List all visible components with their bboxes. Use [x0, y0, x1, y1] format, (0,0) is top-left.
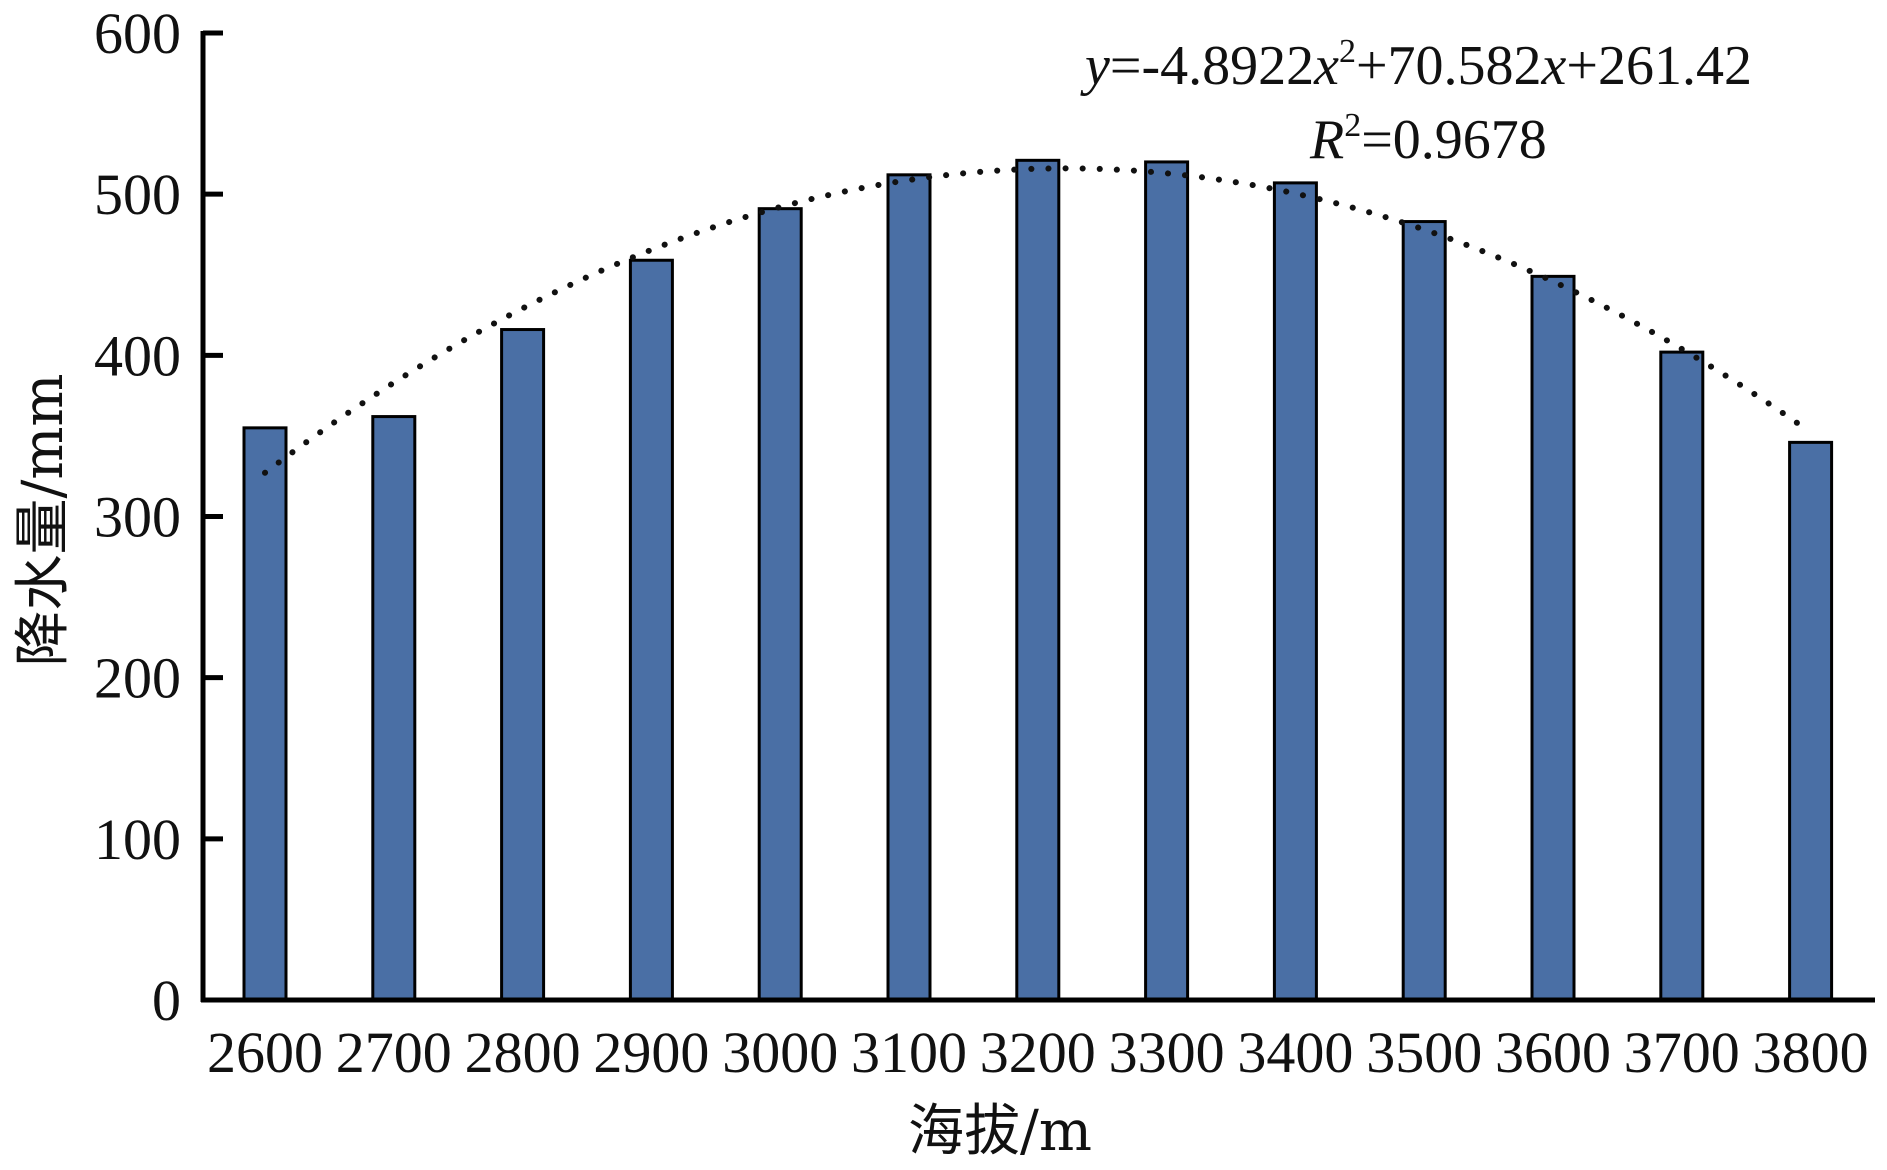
y-tick-label: 400	[94, 323, 181, 388]
x-tick-label-3100: 3100	[851, 1020, 967, 1085]
x-tick-label-3400: 3400	[1237, 1020, 1353, 1085]
equation-exp1: 2	[1339, 33, 1356, 70]
x-tick-label-2800: 2800	[465, 1020, 581, 1085]
r2-value: =0.9678	[1361, 109, 1547, 171]
bar-3600	[1530, 274, 1576, 1002]
equation-tail: +261.42	[1566, 35, 1752, 97]
equation-y: y	[1080, 35, 1110, 97]
y-tick-label: 200	[94, 646, 181, 711]
x-ticks-group: 2600 2700 2800 2900 3000 3100 3200 3300 3400 3500…	[207, 1020, 1869, 1085]
y-tick-label: 500	[94, 162, 181, 227]
trendline-r-squared: R2=0.9678	[1309, 107, 1547, 171]
x-tick-label-3600: 3600	[1495, 1020, 1611, 1085]
x-tick-label-3300: 3300	[1109, 1020, 1225, 1085]
x-tick-label-2900: 2900	[593, 1020, 709, 1085]
equation-rest: =-4.8922	[1110, 35, 1314, 97]
equation-x2: x	[1541, 35, 1567, 97]
y-axis-title: 降水量/mm	[11, 373, 76, 666]
x-tick-label-3700: 3700	[1624, 1020, 1740, 1085]
x-tick-label-3200: 3200	[980, 1020, 1096, 1085]
bar-3700	[1659, 350, 1705, 1002]
bar-3800	[1788, 440, 1834, 1002]
x-tick-label-3800: 3800	[1753, 1020, 1869, 1085]
y-tick-label: 100	[94, 807, 181, 872]
y-ticks-group: 0 100 200 300 400 500 600	[94, 1, 223, 1033]
bars-group	[242, 158, 1834, 1002]
y-tick-label: 300	[94, 485, 181, 550]
bar-2700	[371, 415, 417, 1002]
bar-2800	[500, 328, 546, 1002]
x-tick-label-2600: 2600	[207, 1020, 323, 1085]
bar-2900	[628, 258, 674, 1002]
x-axis-title: 海拔/m	[908, 1099, 1092, 1164]
equation-mid: +70.582	[1356, 35, 1542, 97]
y-tick-label: 0	[152, 968, 181, 1033]
equation-x1: x	[1313, 35, 1339, 97]
x-tick-label-3500: 3500	[1366, 1020, 1482, 1085]
y-tick-label: 600	[94, 1, 181, 66]
bar-3100	[886, 173, 932, 1002]
x-tick-label-3000: 3000	[722, 1020, 838, 1085]
bar-3000	[757, 207, 803, 1002]
r2-label: R	[1309, 109, 1344, 171]
x-tick-label-2700: 2700	[336, 1020, 452, 1085]
polynomial-trendline	[262, 165, 1814, 476]
bar-3500	[1401, 220, 1447, 1002]
r2-exp: 2	[1344, 107, 1361, 144]
trendline-group	[262, 165, 1814, 476]
trendline-equation: y=-4.8922x2+70.582x+261.42	[1080, 33, 1752, 97]
bar-2600	[242, 426, 288, 1002]
bar-3400	[1272, 181, 1318, 1002]
bar-3200	[1015, 158, 1061, 1002]
bar-3300	[1144, 160, 1190, 1002]
